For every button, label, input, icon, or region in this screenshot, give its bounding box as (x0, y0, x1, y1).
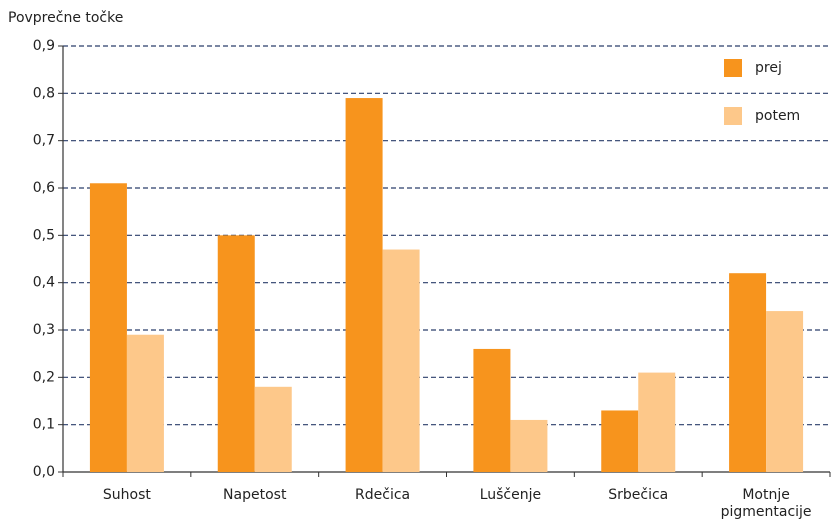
bar (729, 273, 767, 472)
bar (766, 311, 804, 472)
bar (345, 98, 383, 473)
bar (254, 386, 292, 472)
y-tick-label: 0,4 (33, 275, 55, 291)
y-tick-label: 0,2 (33, 369, 55, 385)
x-tick-label: Suhost (102, 487, 151, 503)
x-tick-label: Srbečica (608, 487, 669, 503)
y-tick-label: 0,5 (33, 227, 55, 243)
y-axis-title: Povprečne točke (8, 10, 123, 26)
y-tick-label: 0,6 (33, 180, 55, 196)
x-tick-label: Rdečica (355, 487, 411, 503)
bar (382, 249, 420, 472)
bar (638, 372, 676, 472)
y-tick-label: 0,8 (33, 85, 55, 101)
y-tick-label: 0,0 (33, 464, 55, 480)
y-tick-label: 0,9 (33, 38, 55, 54)
bar (473, 348, 511, 472)
bar (217, 235, 255, 472)
x-tick-label: Napetost (223, 487, 287, 503)
legend-swatch (724, 59, 742, 77)
bar (601, 410, 639, 472)
y-tick-label: 0,3 (33, 322, 55, 338)
x-tick-label: Motnje pigmentacije (720, 487, 812, 520)
legend-label: potem (755, 108, 800, 124)
legend-swatch (724, 107, 742, 125)
bar (126, 334, 164, 472)
bar (510, 419, 548, 472)
x-tick-label: Luščenje (479, 487, 542, 503)
legend-label: prej (755, 60, 782, 76)
y-tick-label: 0,1 (33, 417, 55, 433)
bar (89, 183, 127, 472)
y-tick-label: 0,7 (33, 133, 55, 149)
